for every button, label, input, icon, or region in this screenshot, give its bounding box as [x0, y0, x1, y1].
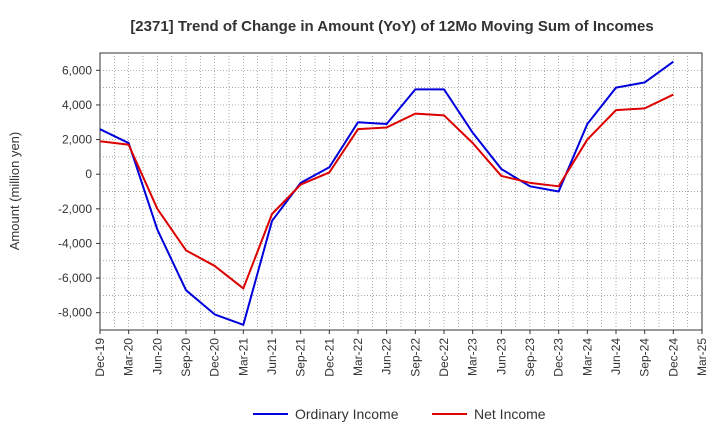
- x-tick-label: Sep-23: [523, 338, 537, 377]
- legend-label: Ordinary Income: [295, 406, 399, 422]
- y-tick-label: -8,000: [58, 306, 92, 320]
- x-tick-label: Dec-20: [208, 338, 222, 377]
- y-tick-label: 0: [85, 167, 92, 181]
- y-tick-label: 6,000: [62, 63, 92, 77]
- y-tick-label: -4,000: [58, 236, 92, 250]
- x-tick-label: Jun-23: [494, 338, 508, 375]
- x-tick-label: Dec-23: [552, 338, 566, 377]
- x-tick-label: Dec-24: [666, 338, 680, 377]
- grid: [100, 53, 702, 330]
- y-tick-label: -2,000: [58, 202, 92, 216]
- x-tick-label: Sep-22: [408, 338, 422, 377]
- x-tick-label: Dec-21: [322, 338, 336, 377]
- x-tick-label: Jun-24: [609, 338, 623, 375]
- x-tick-label: Jun-20: [150, 338, 164, 375]
- x-tick-label: Jun-21: [265, 338, 279, 375]
- series-lines: [99, 60, 674, 326]
- y-tick-label: 4,000: [62, 98, 92, 112]
- x-tick-label: Mar-24: [580, 338, 594, 376]
- legend-label: Net Income: [474, 406, 546, 422]
- x-tick-label: Sep-20: [179, 338, 193, 377]
- x-tick-label: Dec-22: [437, 338, 451, 377]
- x-tick-label: Jun-22: [380, 338, 394, 375]
- x-tick-label: Sep-21: [294, 338, 308, 377]
- series-line-ordinary-income: [99, 60, 674, 326]
- legend: Ordinary Income Net Income: [253, 406, 546, 422]
- x-tick-label: Mar-25: [695, 338, 709, 376]
- x-tick-label: Mar-20: [122, 338, 136, 376]
- y-tick-label: -6,000: [58, 271, 92, 285]
- series-line-net-income: [99, 93, 674, 290]
- x-tick-label: Sep-24: [638, 338, 652, 377]
- x-tick-label: Mar-23: [466, 338, 480, 376]
- y-axis: -8,000 -6,000 -4,000 -2,000 0 2,000 4,000 6,000: [58, 63, 100, 320]
- x-tick-label: Mar-22: [351, 338, 365, 376]
- y-axis-label: Amount (million yen): [7, 132, 22, 251]
- x-axis: Dec-19 Mar-20 Jun-20 Sep-20 Dec-20 Mar-21 Jun-…: [93, 330, 709, 377]
- x-tick-label: Mar-21: [236, 338, 250, 376]
- y-tick-label: 2,000: [62, 133, 92, 147]
- chart-title: [2371] Trend of Change in Amount (YoY) o…: [130, 18, 653, 35]
- x-tick-label: Dec-19: [93, 338, 107, 377]
